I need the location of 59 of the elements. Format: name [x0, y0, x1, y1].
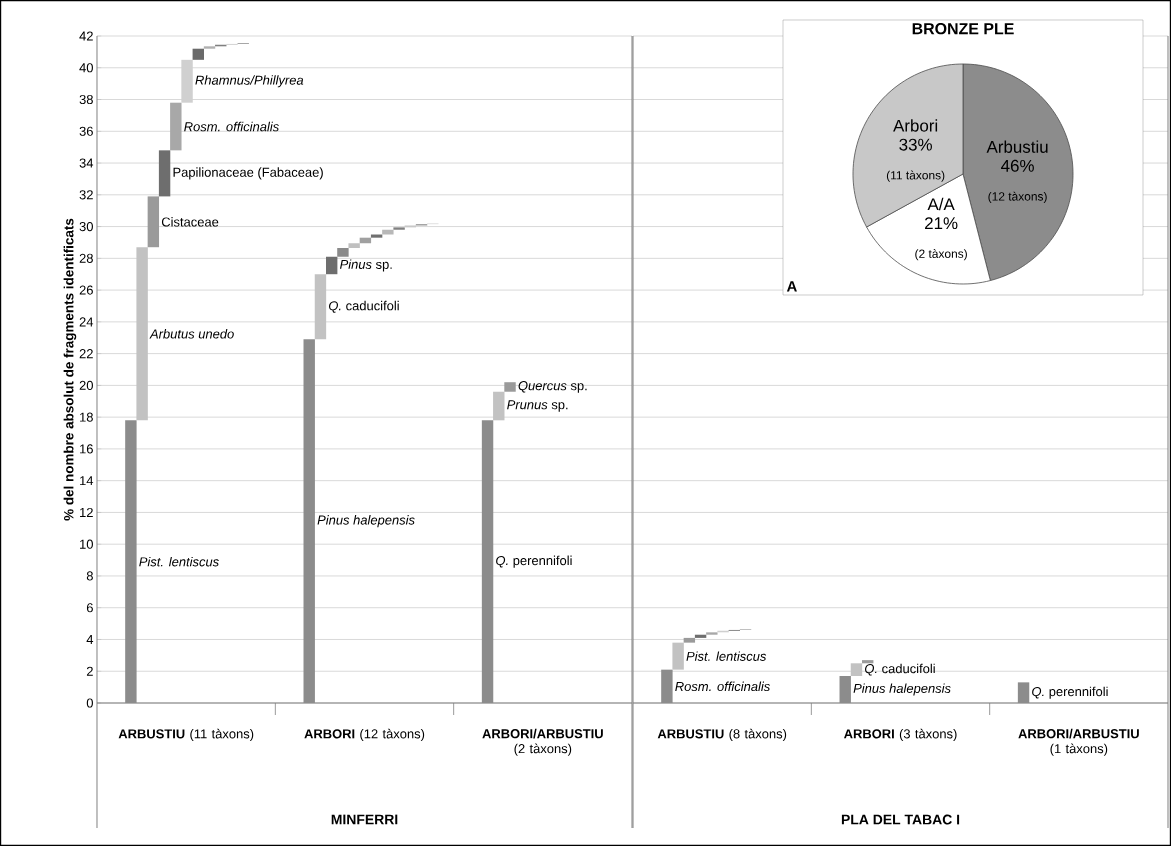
series-label: Pist. lentiscus — [139, 556, 219, 567]
y-tick-label: 12 — [80, 507, 93, 517]
series-label: Rosm. officinalis — [184, 121, 279, 132]
y-tick-label: 34 — [79, 158, 94, 168]
data-label: 33% — [899, 138, 932, 151]
y-tick-label: 36 — [79, 126, 93, 136]
x-tick-label: ARBORI (12 tàxons) — [304, 728, 425, 741]
x-tick-label: ARBORI/ARBUSTIU (2 tàxons) — [482, 728, 603, 756]
x-tick-label: ARBORI (3 tàxons) — [843, 728, 957, 741]
y-tick-label: 4 — [86, 635, 94, 644]
series-label: Pinus halepensis — [317, 515, 415, 528]
data-label: 46% — [1001, 159, 1034, 172]
y-tick-label: 0 — [86, 698, 93, 708]
y-tick-label: 16 — [80, 444, 93, 454]
y-tick-label: 38 — [79, 94, 93, 105]
series-label: Pinus halepensis — [853, 683, 951, 696]
data-label: 21% — [925, 217, 958, 230]
series-label: Arbutus unedo — [149, 329, 234, 339]
series-label: Rosm. officinalis — [675, 681, 770, 692]
annotation: A — [786, 281, 797, 292]
slice-label: Arbori — [893, 119, 938, 132]
y-tick-label: 24 — [79, 317, 94, 327]
y-axis-title: % del nombre absolut de fragments identificats — [63, 218, 77, 521]
y-tick-label: 6 — [86, 603, 93, 613]
series-label: Papilionaceae (Fabaceae) — [173, 167, 323, 180]
series-label: Q. caducifoli — [865, 663, 935, 676]
y-tick-label: 8 — [86, 571, 93, 581]
series-label: Q. caducifoli — [329, 300, 399, 313]
annotation: (11 tàxons) — [886, 170, 945, 182]
series-label: Pinus sp. — [340, 259, 392, 272]
series-label: Q. perennifoli — [496, 555, 572, 568]
series-label: Rhamnus/Phillyrea — [195, 75, 304, 88]
series-label: Cistaceae — [161, 217, 219, 227]
y-tick-label: 30 — [79, 221, 93, 232]
series-label: Pist. lentiscus — [686, 651, 767, 661]
series-label: Q. perennifoli — [1032, 686, 1108, 699]
x-axis-title: MINFERRI — [331, 814, 398, 825]
y-tick-label: 14 — [80, 476, 94, 486]
y-tick-label: 20 — [79, 380, 93, 390]
y-tick-label: 28 — [79, 253, 93, 263]
y-tick-label: 32 — [79, 190, 93, 200]
y-tick-label: 2 — [86, 666, 93, 676]
annotation: (12 tàxons) — [988, 191, 1047, 203]
annotation: (2 tàxons) — [915, 249, 967, 261]
chart-title: BRONZE PLE — [912, 23, 1014, 35]
y-tick-label: 10 — [80, 539, 93, 549]
y-tick-label: 26 — [79, 285, 93, 295]
x-tick-label: ARBORI/ARBUSTIU (1 tàxons) — [1018, 728, 1139, 756]
x-tick-label: ARBUSTIU (8 tàxons) — [657, 728, 787, 741]
slice-label: Arbustiu — [986, 140, 1048, 153]
x-axis-title: PLA DEL TABAC I — [841, 814, 960, 825]
y-tick-label: 42 — [79, 31, 93, 41]
series-label: Quercus sp. — [518, 381, 587, 393]
slice-label: A/A — [927, 197, 955, 211]
y-tick-label: 40 — [79, 63, 93, 73]
x-tick-label: ARBUSTIU (11 tàxons) — [118, 728, 254, 741]
y-tick-label: 18 — [80, 412, 93, 422]
series-label: Prunus sp. — [507, 400, 568, 412]
y-tick-label: 22 — [79, 349, 93, 359]
